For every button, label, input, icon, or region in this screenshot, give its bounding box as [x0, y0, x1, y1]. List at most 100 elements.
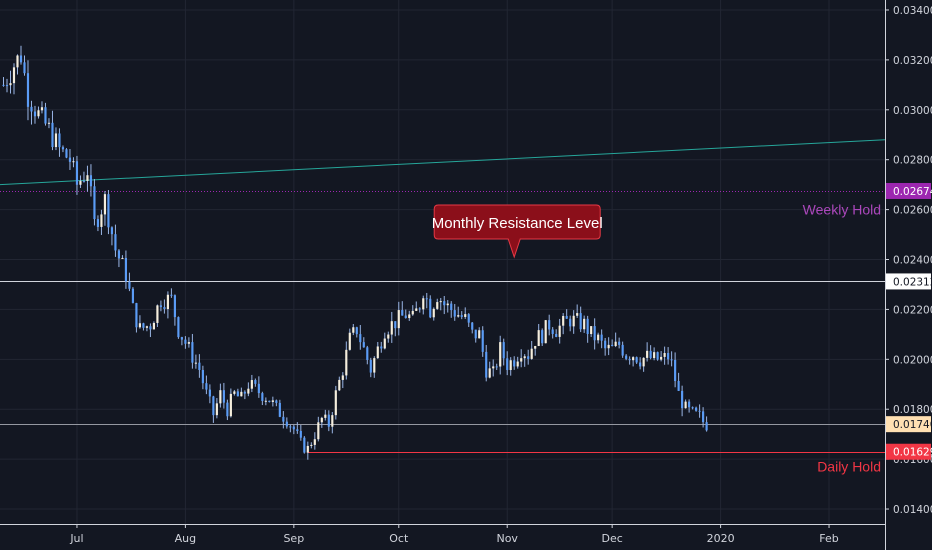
candle-body-down	[625, 355, 628, 359]
candle	[114, 224, 117, 257]
candle-body-up	[313, 439, 316, 445]
candle	[124, 250, 128, 289]
candle-body-up	[663, 353, 666, 357]
time-tick-label-2020: 2020	[707, 532, 735, 545]
candle	[523, 354, 526, 367]
candle	[208, 384, 211, 404]
candle	[89, 164, 93, 197]
candle-body-up	[684, 401, 687, 409]
candle	[282, 411, 285, 429]
candle-body-down	[404, 315, 407, 319]
candle-body-down	[19, 55, 23, 63]
price-badge-1: 0.023121	[886, 273, 932, 290]
candle	[499, 335, 502, 375]
price-tick-label-4: 0.026000	[893, 205, 932, 217]
candle-body-up	[352, 327, 355, 333]
candle	[100, 209, 103, 235]
candle-body-up	[387, 334, 390, 339]
candle	[446, 300, 449, 313]
candle	[383, 332, 386, 350]
candle	[569, 315, 572, 332]
candle	[502, 338, 505, 366]
candle-body-down	[201, 370, 204, 384]
price-badge-3: 0.016296	[886, 443, 932, 460]
price-badge-0: 0.026746	[886, 182, 932, 199]
candle	[597, 332, 600, 344]
candle-body-down	[51, 122, 54, 148]
candle	[310, 442, 313, 449]
candle	[149, 323, 152, 338]
candle-body-down	[467, 314, 470, 323]
candle	[586, 315, 589, 343]
candle	[460, 311, 463, 320]
time-axis[interactable]: Jul Aug Sep Oct Nov Dec 2020 Feb	[0, 524, 885, 545]
candle	[544, 320, 547, 344]
annotation-weekly-hold: Weekly Hold	[803, 202, 881, 218]
candle	[159, 300, 162, 312]
candle-body-down	[82, 180, 86, 182]
candle	[355, 326, 358, 338]
candle-body-up	[306, 445, 309, 453]
candle-body-up	[516, 361, 519, 367]
candle	[467, 313, 470, 327]
candle-body-up	[520, 358, 523, 362]
candle-body-down	[565, 315, 568, 319]
candle-body-down	[604, 340, 607, 349]
candle-body-up	[103, 194, 107, 215]
price-badge-bg	[886, 416, 931, 433]
candle	[5, 78, 9, 93]
candle	[639, 357, 642, 370]
candle-body-down	[667, 353, 670, 360]
ascending-trendline	[0, 139, 886, 186]
candle-body-up	[72, 161, 75, 163]
candle	[642, 357, 645, 372]
candle	[513, 356, 516, 370]
candle-body-down	[425, 298, 428, 300]
candle-body-down	[380, 346, 383, 349]
candle-body-down	[2, 84, 5, 86]
candle-body-down	[548, 320, 551, 330]
candle-body-down	[555, 333, 558, 337]
candle	[415, 301, 418, 312]
callout-monthly-resistance[interactable]: Monthly Resistance Level	[432, 204, 603, 259]
candle	[191, 333, 194, 369]
candle	[37, 106, 40, 119]
price-tick-label-7: 0.020000	[893, 354, 932, 366]
candle-body-down	[569, 318, 572, 327]
candle	[61, 145, 65, 153]
price-badge-label: 0.016296	[893, 447, 932, 459]
candle	[324, 409, 327, 421]
candle	[58, 128, 61, 157]
candle	[275, 399, 278, 407]
candle	[121, 255, 124, 259]
candle-body-down	[226, 402, 229, 417]
candle-body-down	[460, 315, 463, 317]
candle	[429, 295, 432, 319]
candle-body-up	[376, 346, 379, 359]
candle-body-down	[681, 390, 684, 409]
candle	[425, 292, 428, 309]
candle-body-down	[149, 326, 152, 330]
candle	[285, 417, 288, 429]
candle	[26, 60, 30, 121]
candle-body-down	[173, 295, 176, 318]
candle-body-up	[152, 322, 155, 330]
candle	[450, 301, 453, 318]
candle-body-up	[373, 358, 376, 373]
candle	[173, 294, 176, 326]
candle-body-down	[506, 358, 509, 371]
candle	[481, 326, 484, 357]
candle	[439, 297, 442, 311]
candle	[705, 416, 708, 432]
candle	[226, 399, 229, 421]
candle	[271, 396, 274, 407]
candle	[75, 155, 79, 195]
candle-body-up	[271, 400, 274, 402]
candle-body-down	[677, 381, 680, 391]
candle	[264, 397, 267, 406]
time-tick-label-aug: Aug	[175, 532, 196, 545]
candle	[369, 357, 372, 378]
candle-body-down	[296, 429, 299, 431]
candle	[40, 101, 44, 114]
